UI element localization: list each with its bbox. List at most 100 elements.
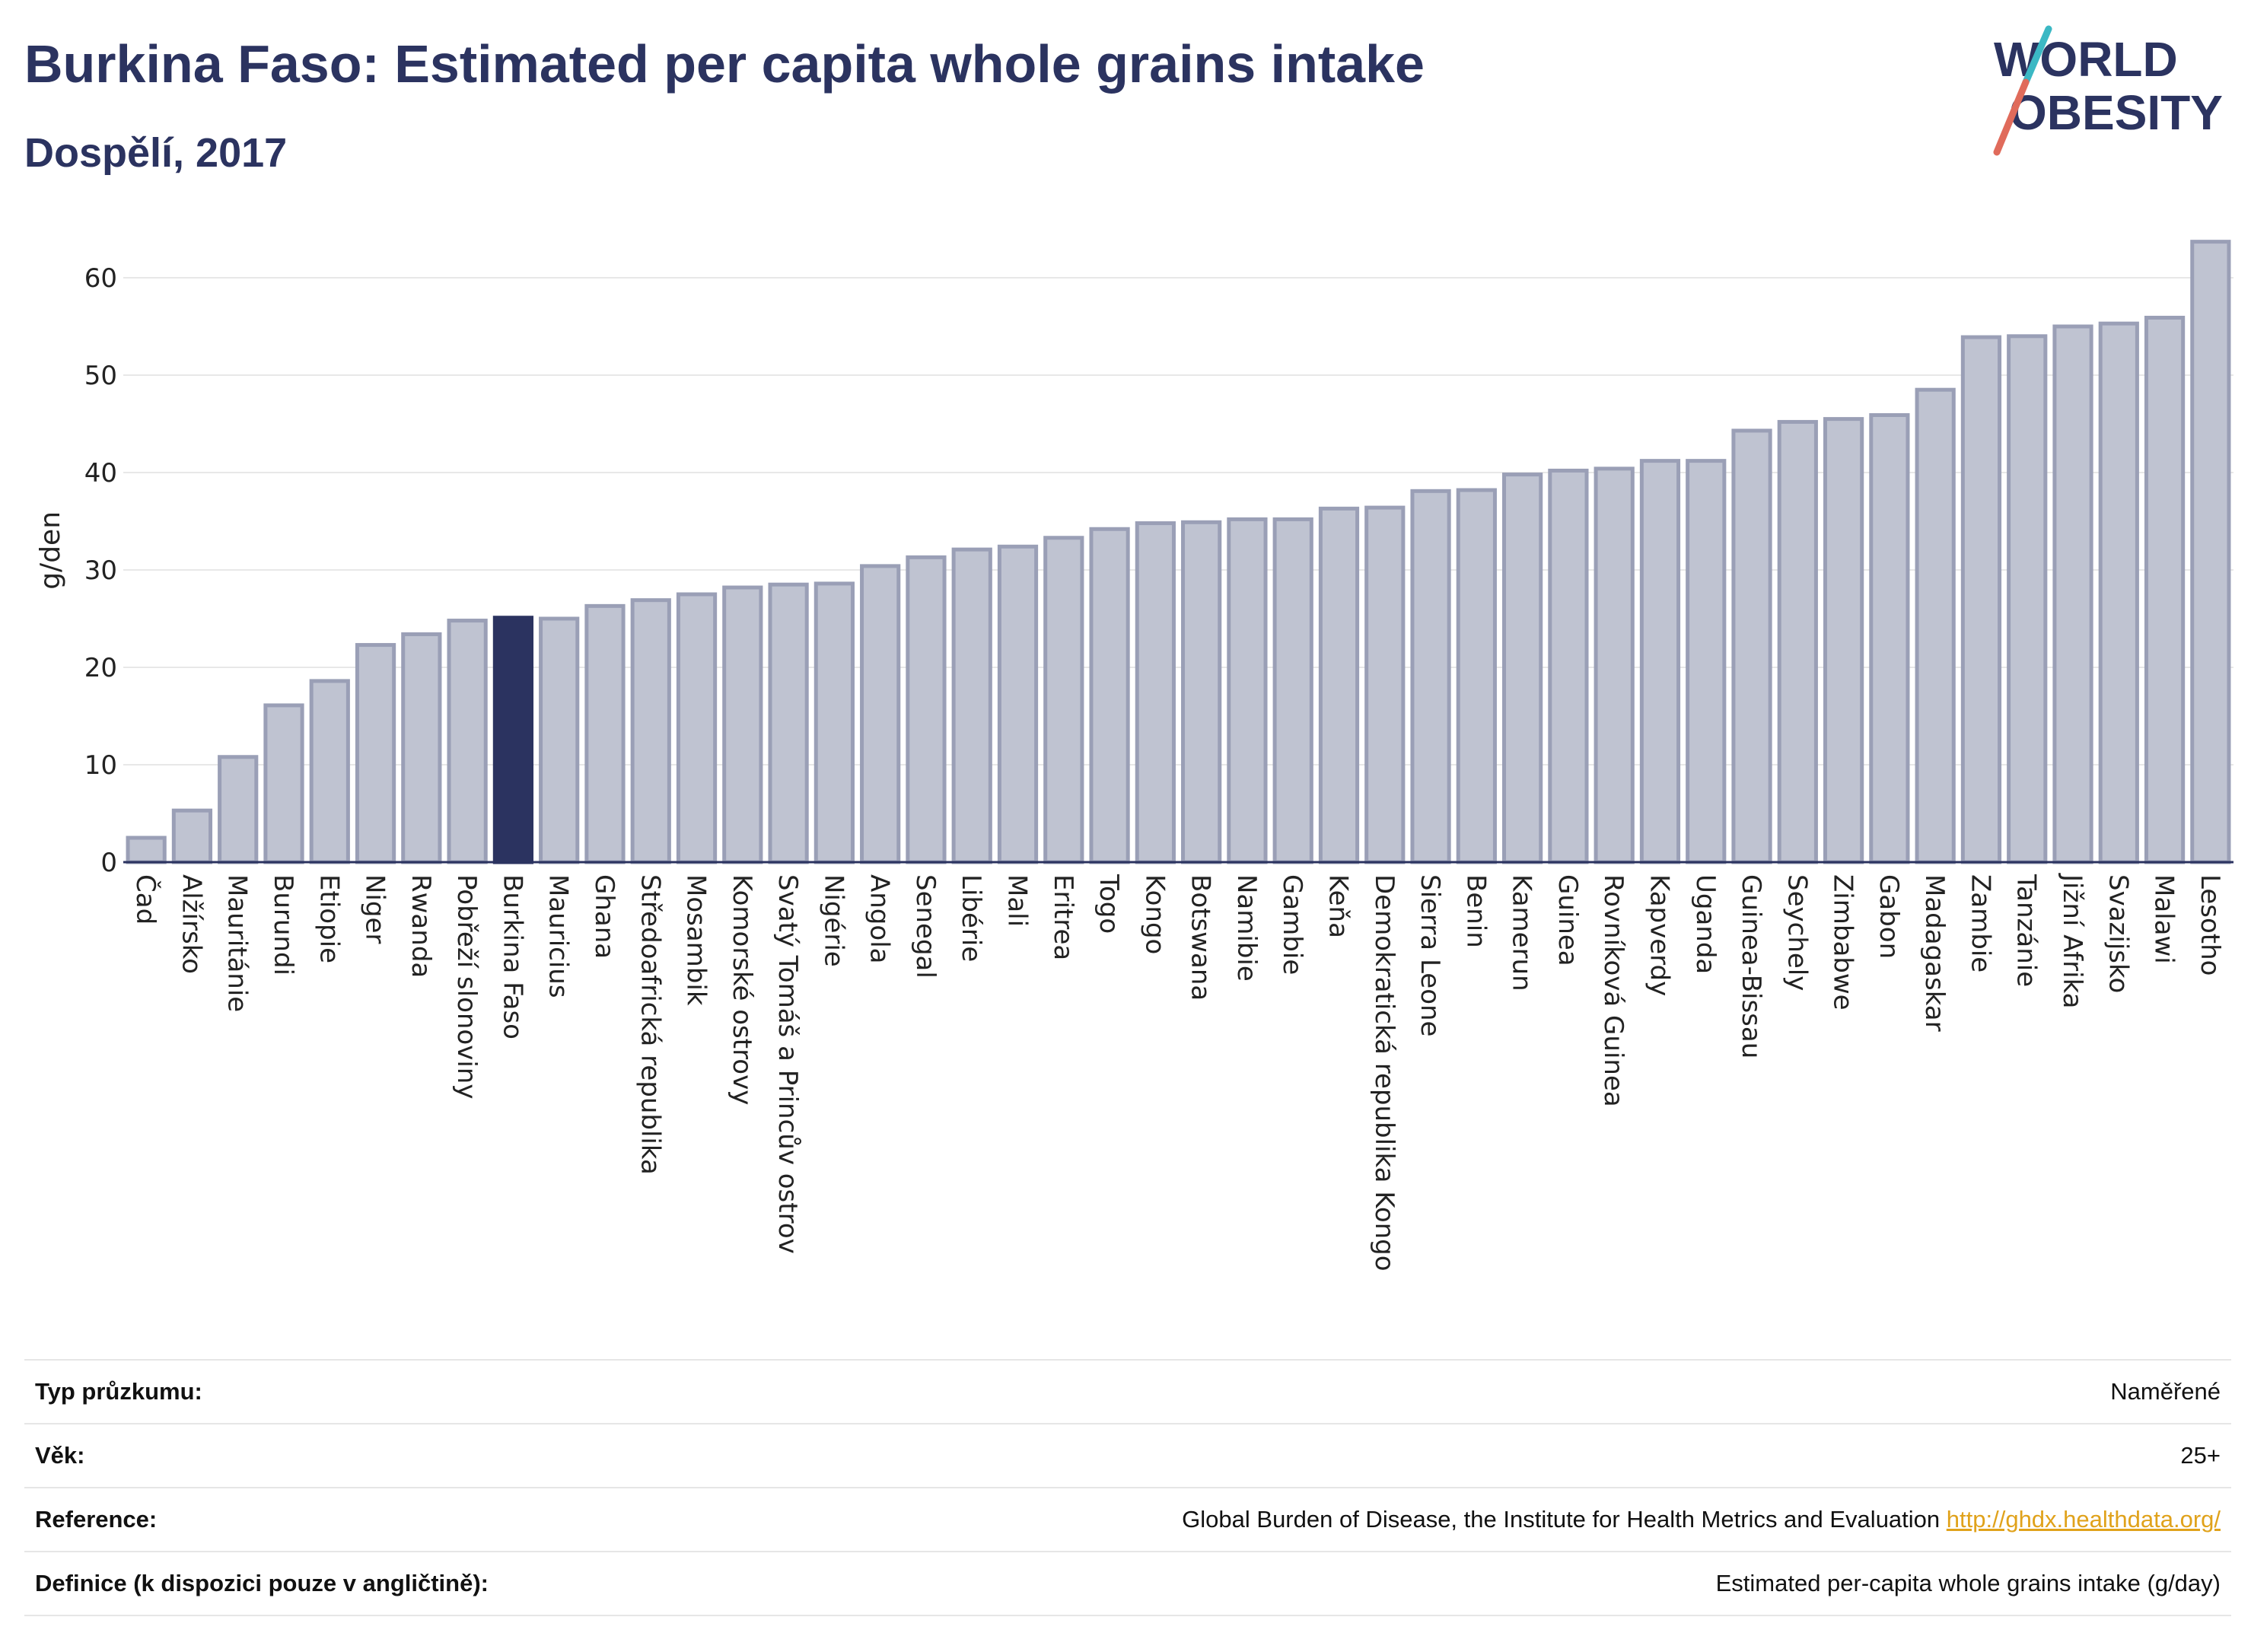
x-category-label: Ghana [589, 874, 619, 959]
x-category-label: Togo [1094, 874, 1124, 934]
bar [309, 679, 350, 864]
info-value: Naměřené [2110, 1378, 2221, 1405]
bar [2098, 321, 2139, 864]
y-tick-label: 30 [84, 555, 117, 586]
bars [126, 240, 2231, 864]
bar [1777, 419, 1818, 864]
x-category-label: Alžírsko [176, 874, 206, 974]
logo-text-world: WORLD [1994, 32, 2178, 87]
x-category-label: Mauritánie [222, 874, 253, 1012]
logo-text-obesity: OBESITY [2009, 85, 2223, 140]
x-category-label: Malawi [2149, 874, 2179, 964]
y-tick-label: 10 [84, 750, 117, 781]
y-tick-label: 0 [100, 848, 117, 878]
bar [1089, 527, 1130, 864]
bar [447, 619, 488, 864]
x-category-label: Burundi [268, 874, 298, 976]
x-category-label: Gambie [1277, 874, 1307, 975]
x-category-label: Pobřeží slonoviny [451, 874, 482, 1099]
bar [997, 544, 1039, 864]
bar [1410, 489, 1451, 864]
x-category-label: Rwanda [406, 874, 436, 978]
bar [218, 755, 259, 864]
y-tick-label: 50 [84, 361, 117, 391]
x-category-label: Zambie [1965, 874, 1995, 972]
bar [401, 632, 442, 864]
bar [1502, 473, 1543, 864]
x-category-label: Komorské ostrovy [727, 874, 757, 1105]
reference-text: Global Burden of Disease, the Institute … [1182, 1506, 1941, 1533]
x-category-label: Svazijsko [2103, 874, 2133, 993]
bar [1686, 459, 1727, 864]
x-category-label: Guinea-Bissau [1736, 874, 1766, 1058]
x-category-label: Etiopie [314, 874, 344, 963]
x-category-label: Svatý Tomáš a Princův ostrov [772, 874, 803, 1254]
x-category-label: Eritrea [1048, 874, 1078, 960]
bar [951, 547, 992, 864]
bar [355, 643, 396, 864]
bar-chart: 0 10 20 30 40 50 60 Čad Alžírsko Mauritánie Burun… [35, 240, 2233, 1272]
bar-highlighted [492, 616, 534, 864]
x-category-label: Středoafrická republika [635, 874, 665, 1175]
x-category-label: Niger [360, 874, 390, 944]
info-table: Typ průzkumu: Naměřené Věk: 25+ Referenc… [24, 1359, 2231, 1616]
bar [1731, 428, 1772, 864]
x-category-label: Gabon [1874, 874, 1904, 959]
x-category-label: Burkina Faso [497, 874, 527, 1039]
info-value: 25+ [2180, 1442, 2221, 1469]
x-category-label: Rovníková Guinea [1598, 874, 1629, 1107]
bar [722, 585, 763, 864]
bar [1364, 505, 1406, 864]
bar [906, 555, 947, 864]
bar [1823, 417, 1864, 864]
logo-slash-coral [1993, 78, 2030, 156]
x-category-label: Nigérie [818, 874, 849, 967]
x-category-label: Lesotho [2195, 874, 2225, 976]
x-category-label: Libérie [956, 874, 986, 962]
bar [171, 808, 213, 864]
x-category-label: Seychely [1781, 874, 1812, 991]
info-label: Věk: [35, 1442, 85, 1469]
x-category-label: Senegal [910, 874, 941, 979]
x-category-label: Kongo [1139, 874, 1170, 954]
bar [630, 598, 671, 864]
x-category-label: Mosambik [681, 874, 712, 1006]
x-category-label: Madagaskar [1919, 874, 1950, 1032]
bar [1227, 517, 1268, 864]
x-category-label: Angola [864, 874, 895, 963]
info-row-reference: Reference: Global Burden of Disease, the… [24, 1487, 2231, 1551]
x-category-label: Demokratická republika Kongo [1369, 874, 1399, 1272]
x-category-label: Zimbabwe [1828, 874, 1858, 1011]
x-category-label: Benin [1460, 874, 1491, 948]
y-tick-label: 40 [84, 458, 117, 489]
bar [1272, 517, 1313, 864]
bar [2052, 324, 2093, 864]
info-label: Definice (k dispozici pouze v angličtině… [35, 1570, 489, 1596]
x-category-label: Botswana [1186, 874, 1216, 1001]
bar [860, 564, 901, 864]
x-axis-labels: Čad Alžírsko Mauritánie Burundi Etiopie Niger… [130, 873, 2225, 1272]
bar [1318, 506, 1360, 864]
logo-slash-teal [2022, 25, 2052, 86]
bar [2190, 240, 2231, 864]
chart-subtitle: Dospělí, 2017 [24, 130, 288, 176]
bar [1869, 412, 1910, 864]
x-category-label: Mali [1002, 874, 1033, 927]
bar [768, 582, 809, 864]
x-category-label: Čad [130, 874, 161, 925]
bar [1594, 466, 1635, 864]
reference-link[interactable]: http://ghdx.healthdata.org/ [1946, 1506, 2221, 1533]
bar [2144, 315, 2186, 864]
x-category-label: Uganda [1690, 874, 1721, 974]
bar [584, 603, 626, 864]
x-category-label: Jižní Afrika [2057, 873, 2087, 1009]
info-value-reference: Global Burden of Disease, the Institute … [1182, 1506, 2231, 1533]
y-tick-label: 60 [84, 263, 117, 294]
info-row-survey-type: Typ průzkumu: Naměřené [24, 1359, 2231, 1423]
x-category-label: Guinea [1552, 874, 1583, 966]
bar [676, 592, 718, 864]
bar [2007, 334, 2048, 864]
bar [263, 703, 304, 864]
x-category-label: Sierra Leone [1415, 874, 1445, 1036]
x-category-label: Mauricius [543, 874, 574, 998]
